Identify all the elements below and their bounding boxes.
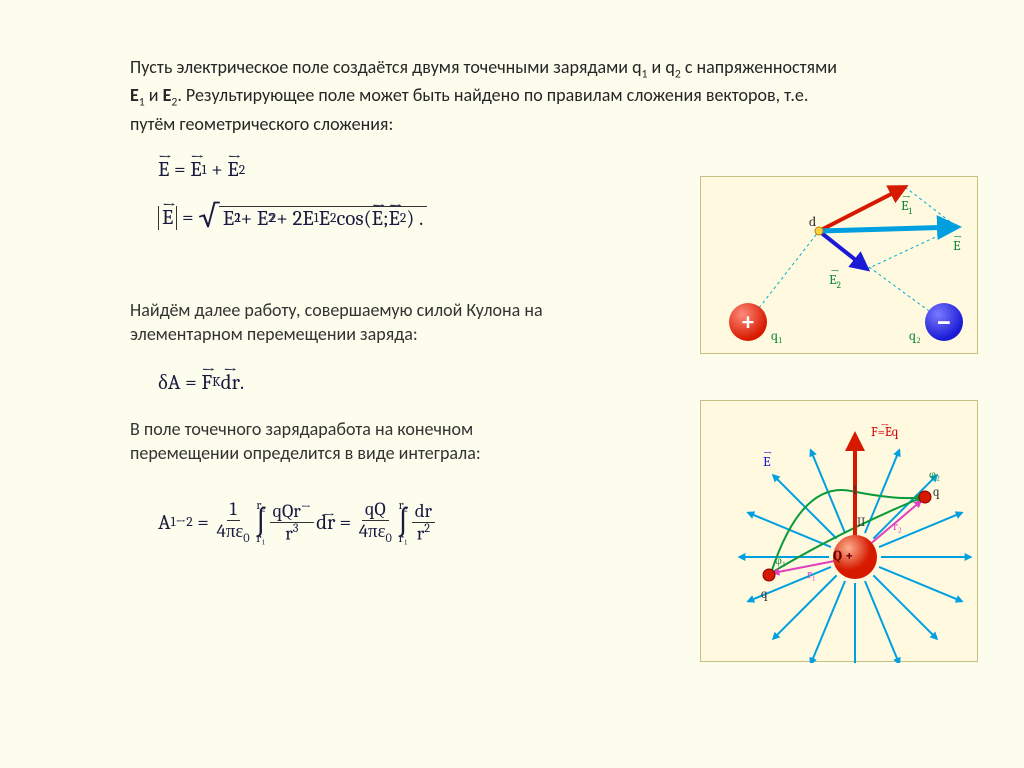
label-q-left: q xyxy=(761,587,768,602)
label-E2: E2 xyxy=(829,271,841,291)
label-path-I: I xyxy=(853,483,857,497)
intro-t3: и xyxy=(145,84,163,106)
label-F: F=Eq xyxy=(871,425,898,440)
label-q2: q₂ xyxy=(909,327,921,345)
eq4-i1b: r₁ xyxy=(256,533,265,546)
label-r2: r₂ xyxy=(893,519,902,534)
label-r1: r₁ xyxy=(807,567,816,582)
intro-t1: и q xyxy=(647,56,674,78)
paragraph-3: В поле точечного зарядаработа на конечно… xyxy=(130,417,560,466)
eq4-f4n: dr xyxy=(412,501,435,523)
negative-charge-icon: − xyxy=(925,303,963,341)
eq1-E1: E xyxy=(190,158,201,182)
eq4-f1d: 4πε xyxy=(217,520,244,542)
eq4-f2ds: 3 xyxy=(293,522,299,536)
intro-t2: с напряженностями xyxy=(681,56,837,78)
label-E1: E1 xyxy=(901,197,912,217)
eq4-As: 1→2 xyxy=(171,515,193,530)
eq4-eps: 0 xyxy=(243,532,249,546)
eq2-r8: E xyxy=(319,207,330,231)
eq1-E2: E xyxy=(227,158,238,182)
eq2-Eabs: E xyxy=(162,206,173,230)
eq4-f2d: r xyxy=(285,522,292,544)
diagram2-svg xyxy=(701,401,979,663)
eq4-f3d: 4πε xyxy=(359,520,386,542)
equation-3: δA = FK dr . xyxy=(158,363,974,403)
eq4-f3n: qQ xyxy=(362,499,389,521)
label-E: E xyxy=(953,237,961,254)
label-d: d xyxy=(809,213,816,230)
eq4-f1n: 1 xyxy=(227,499,240,521)
label-Q: Q + xyxy=(833,547,853,564)
eq2-r6: + 2E xyxy=(276,207,314,231)
equation-block-3: δA = FK dr . xyxy=(158,363,974,403)
eq2-r13: E xyxy=(389,207,400,231)
eq3-end: . xyxy=(240,371,244,395)
eq4-f2n: qQr xyxy=(273,500,301,522)
eq4-f4ds: 2 xyxy=(424,522,430,536)
label-path-II: II xyxy=(857,515,865,529)
label-phi1: φ₁ xyxy=(775,553,786,568)
eq4-eps2: 0 xyxy=(386,532,392,546)
paragraph-2: Найдём далее работу, совершаемую си­лой … xyxy=(130,298,560,347)
label-Efield: E xyxy=(763,453,771,470)
positive-charge-icon: + xyxy=(729,303,767,341)
eq2-r3: + E xyxy=(241,207,269,231)
eq1-E: E xyxy=(158,158,169,182)
intro-e1: E xyxy=(130,84,139,106)
label-phi2: φ₂ xyxy=(929,467,940,482)
diagram-radial-field: Q + F=Eq E q q r₁ r₂ I II φ₁ φ₂ xyxy=(700,400,978,662)
intro-t4: . Результирующее поле может быть найдено… xyxy=(130,84,808,134)
eq4-i2b: r₁ xyxy=(399,533,408,546)
label-q1: q₁ xyxy=(771,327,783,345)
diagram-superposition: + − q₁ q₂ d E1 E2 E xyxy=(700,176,978,354)
intro-t0: Пусть электрическое поле создаётся двумя… xyxy=(130,56,642,78)
eq3-Fk: F xyxy=(201,371,212,395)
eq3-dr: dr xyxy=(221,371,240,395)
label-q-right: q xyxy=(933,485,940,500)
eq2-r0: E xyxy=(223,207,234,231)
intro-paragraph: Пусть электрическое поле создаётся двумя… xyxy=(130,55,850,136)
eq3-dA: δA xyxy=(158,370,180,395)
eq2-r15: ) . xyxy=(406,207,423,231)
eq2-r10: cos( xyxy=(336,207,371,231)
eq2-r11: E xyxy=(372,207,383,231)
eq4-A: A xyxy=(158,511,171,535)
